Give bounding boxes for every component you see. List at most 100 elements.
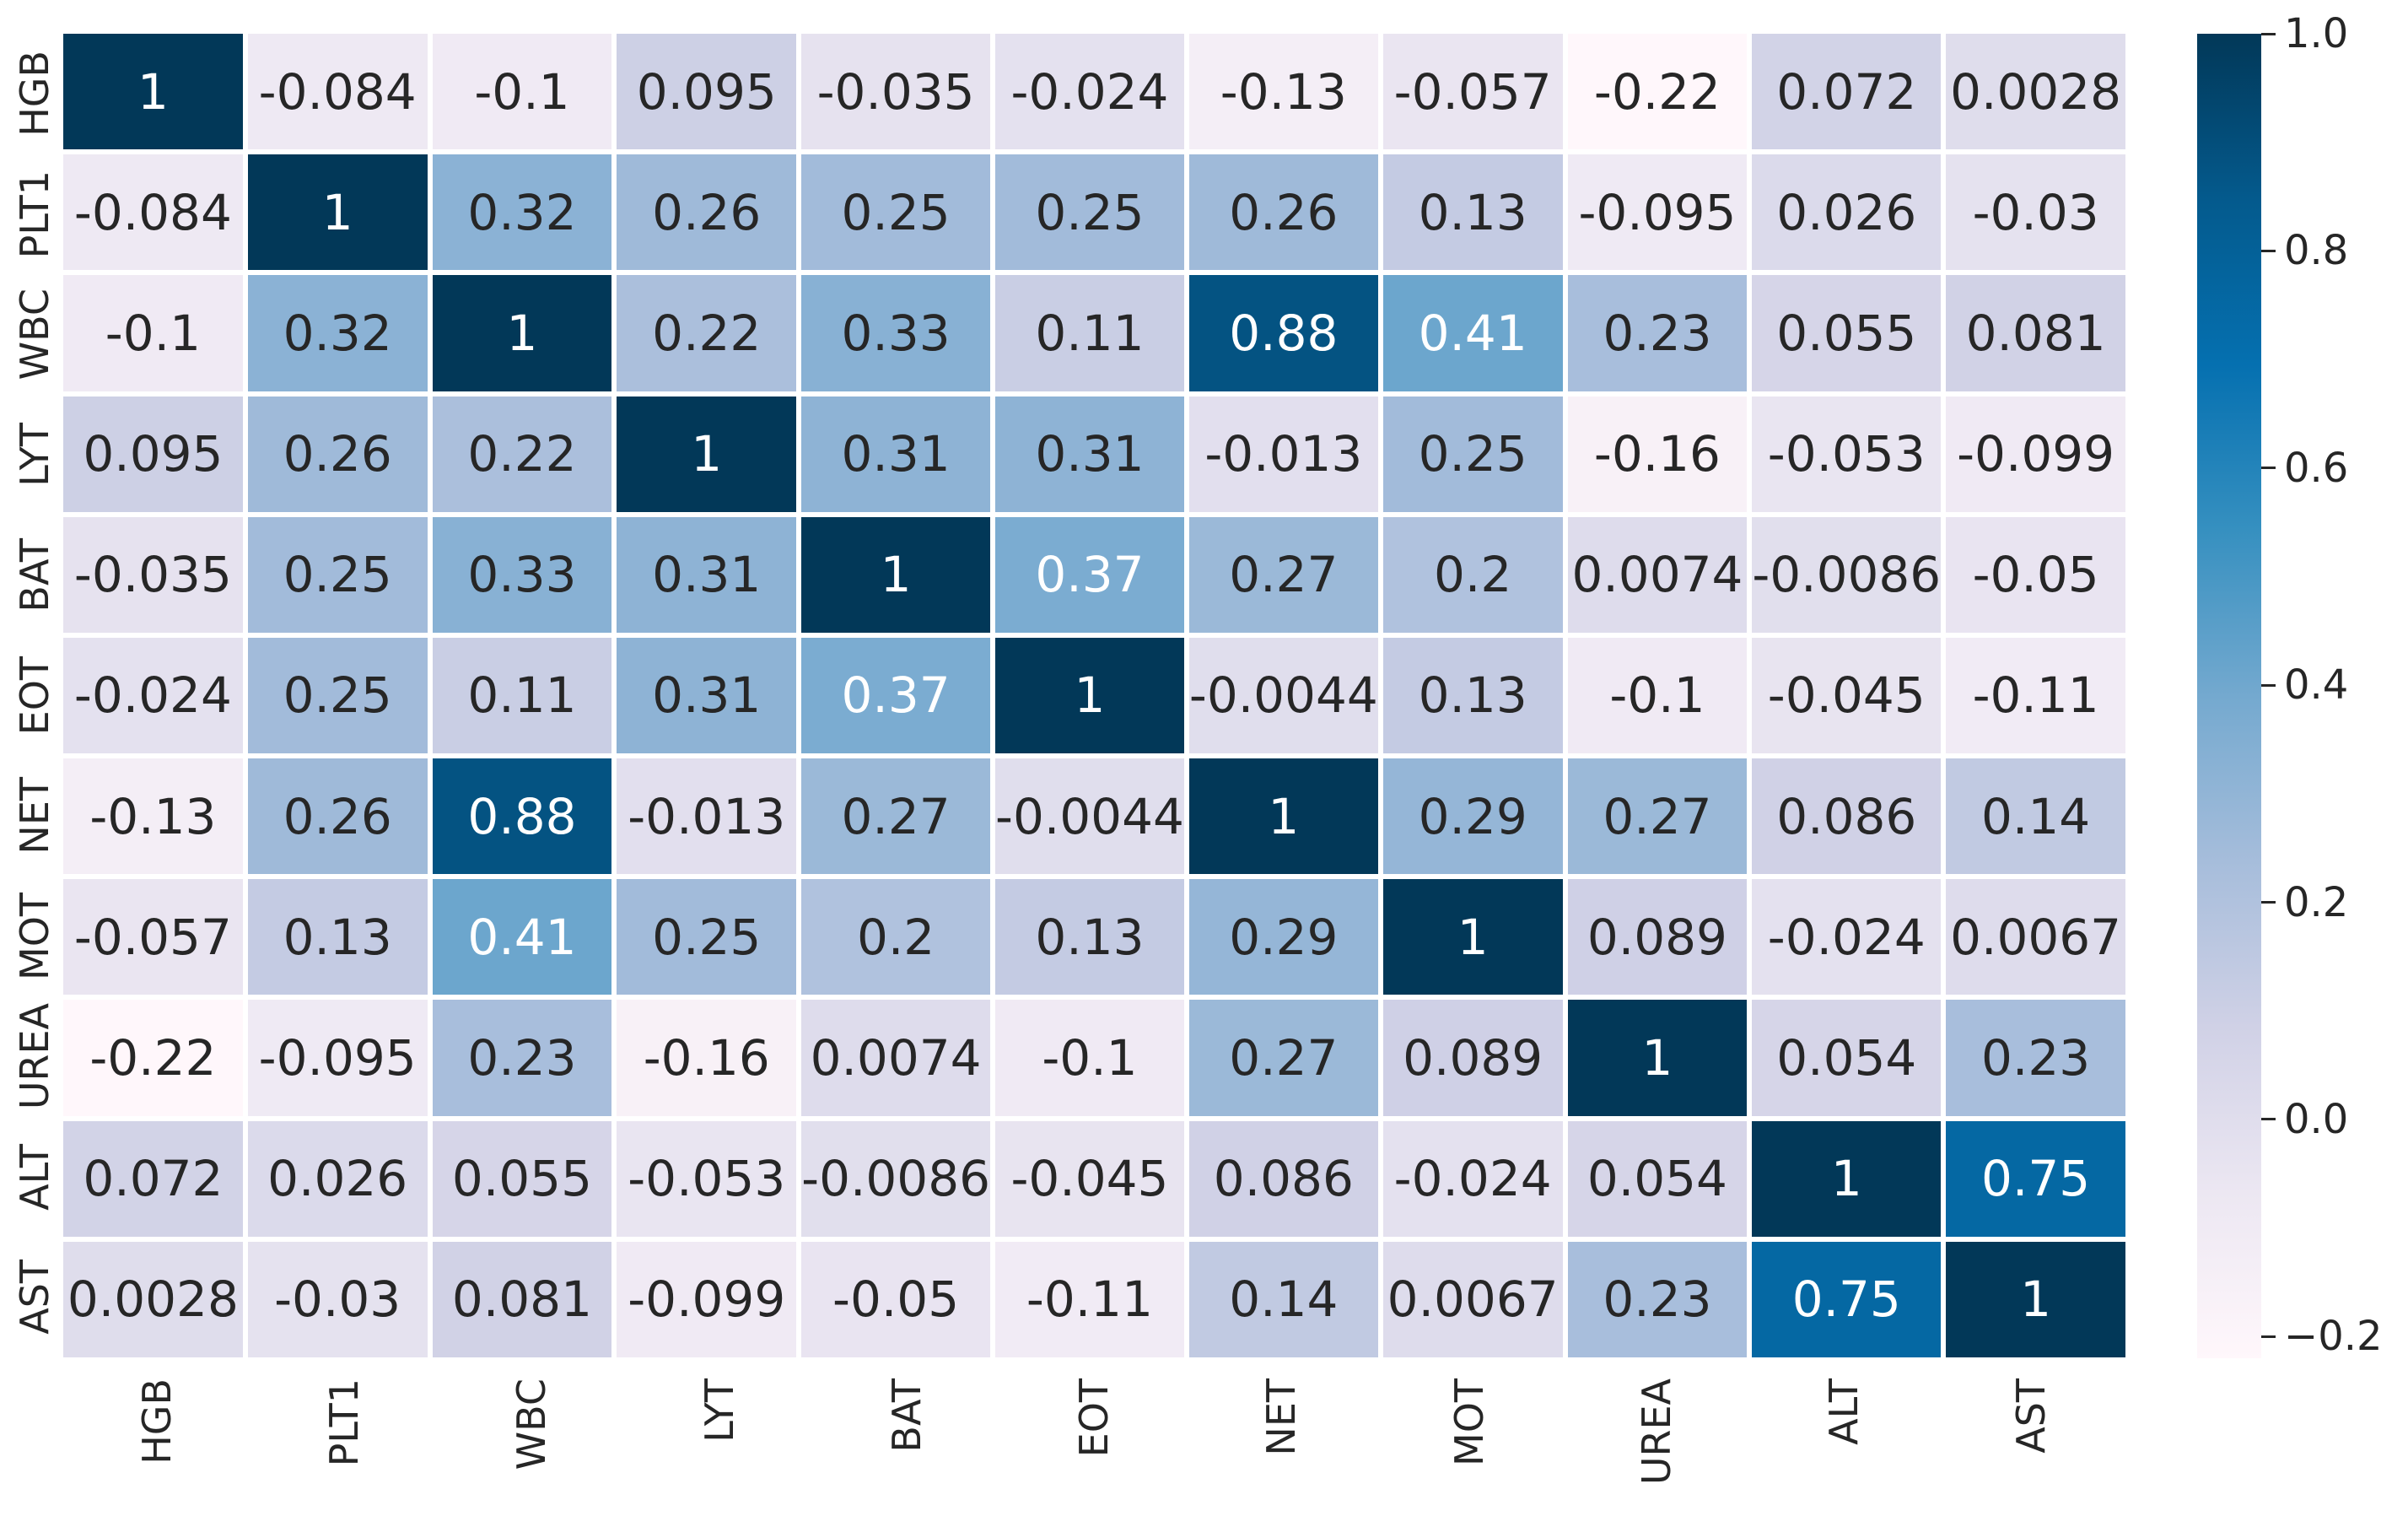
x-tick-label-text: LYT xyxy=(696,1378,742,1443)
colorbar-tick-label: −0.2 xyxy=(2284,1313,2383,1361)
heatmap-cell-HGB-PLT1: -0.084 xyxy=(247,34,428,150)
heatmap-cell-HGB-NET: -0.13 xyxy=(1188,34,1378,150)
x-tick-label-text: WBC xyxy=(509,1378,555,1470)
heatmap-cell-WBC-UREA: 0.23 xyxy=(1567,275,1748,391)
y-tick-label-text: UREA xyxy=(12,1003,58,1110)
heatmap-cell-PLT1-HGB: -0.084 xyxy=(63,154,243,271)
heatmap-cell-HGB-MOT: -0.057 xyxy=(1382,34,1563,150)
heatmap-cell-ALT-MOT: -0.024 xyxy=(1382,1120,1563,1237)
y-tick-label-HGB: HGB xyxy=(0,34,57,154)
x-tick-label-HGB: HGB xyxy=(63,1378,250,1516)
heatmap-cell-WBC-MOT: 0.41 xyxy=(1382,275,1563,391)
x-tick-label-NET: NET xyxy=(1188,1378,1376,1516)
heatmap-cell-AST-NET: 0.14 xyxy=(1188,1241,1378,1357)
heatmap-cell-AST-LYT: -0.099 xyxy=(617,1241,797,1357)
x-tick-label-LYT: LYT xyxy=(626,1378,813,1516)
heatmap-cell-BAT-UREA: 0.0074 xyxy=(1567,516,1748,633)
heatmap-cell-MOT-HGB: -0.057 xyxy=(63,879,243,995)
colorbar-tick-label: 0.6 xyxy=(2284,444,2349,492)
heatmap-cell-MOT-MOT: 1 xyxy=(1382,879,1563,995)
heatmap-cell-EOT-WBC: 0.11 xyxy=(432,637,612,754)
heatmap-cell-AST-BAT: -0.05 xyxy=(801,1241,991,1357)
y-tick-label-AST: AST xyxy=(0,1237,57,1357)
heatmap-cell-HGB-HGB: 1 xyxy=(63,34,243,150)
heatmap-cell-NET-NET: 1 xyxy=(1188,758,1378,875)
heatmap-cell-NET-ALT: 0.086 xyxy=(1752,758,1942,875)
heatmap-cell-WBC-EOT: 0.11 xyxy=(995,275,1184,391)
x-tick-label-text: PLT1 xyxy=(321,1378,367,1467)
x-tick-label-UREA: UREA xyxy=(1563,1378,1750,1516)
y-tick-label-text: NET xyxy=(12,777,58,855)
heatmap-cell-HGB-EOT: -0.024 xyxy=(995,34,1184,150)
heatmap-cell-PLT1-PLT1: 1 xyxy=(247,154,428,271)
x-tick-label-text: NET xyxy=(1258,1378,1305,1456)
heatmap-cell-ALT-PLT1: 0.026 xyxy=(247,1120,428,1237)
heatmap-cell-EOT-NET: -0.0044 xyxy=(1188,637,1378,754)
heatmap-cell-NET-AST: 0.14 xyxy=(1946,758,2125,875)
colorbar-tick-label: 0.4 xyxy=(2284,661,2349,709)
x-tick-label-PLT1: PLT1 xyxy=(250,1378,438,1516)
colorbar-tick-mark xyxy=(2261,683,2276,687)
heatmap-cell-AST-EOT: -0.11 xyxy=(995,1241,1184,1357)
y-tick-label-UREA: UREA xyxy=(0,996,57,1117)
heatmap-cell-EOT-MOT: 0.13 xyxy=(1382,637,1563,754)
heatmap-cell-LYT-EOT: 0.31 xyxy=(995,396,1184,512)
y-tick-label-text: BAT xyxy=(12,538,58,612)
y-tick-label-text: LYT xyxy=(12,423,58,488)
heatmap-cell-NET-PLT1: 0.26 xyxy=(247,758,428,875)
heatmap-cell-UREA-UREA: 1 xyxy=(1567,1000,1748,1116)
heatmap-cell-EOT-HGB: -0.024 xyxy=(63,637,243,754)
heatmap-cell-PLT1-NET: 0.26 xyxy=(1188,154,1378,271)
colorbar-gradient xyxy=(2197,34,2261,1358)
heatmap-cell-PLT1-MOT: 0.13 xyxy=(1382,154,1563,271)
heatmap-cell-NET-HGB: -0.13 xyxy=(63,758,243,875)
y-tick-label-ALT: ALT xyxy=(0,1117,57,1238)
heatmap-cell-BAT-PLT1: 0.25 xyxy=(247,516,428,633)
colorbar-tick-label: 0.2 xyxy=(2284,878,2349,926)
heatmap-cell-ALT-EOT: -0.045 xyxy=(995,1120,1184,1237)
heatmap-cell-PLT1-UREA: -0.095 xyxy=(1567,154,1748,271)
heatmap-cell-AST-UREA: 0.23 xyxy=(1567,1241,1748,1357)
heatmap-cell-LYT-PLT1: 0.26 xyxy=(247,396,428,512)
heatmap-cell-PLT1-AST: -0.03 xyxy=(1946,154,2125,271)
heatmap-cell-HGB-ALT: 0.072 xyxy=(1752,34,1942,150)
heatmap-cell-EOT-EOT: 1 xyxy=(995,637,1184,754)
heatmap-cell-ALT-AST: 0.75 xyxy=(1946,1120,2125,1237)
heatmap-cell-HGB-AST: 0.0028 xyxy=(1946,34,2125,150)
colorbar-tick-mark xyxy=(2261,32,2276,35)
heatmap-cell-MOT-UREA: 0.089 xyxy=(1567,879,1748,995)
y-tick-label-WBC: WBC xyxy=(0,274,57,395)
heatmap-cell-LYT-ALT: -0.053 xyxy=(1752,396,1942,512)
colorbar-tick-mark xyxy=(2261,901,2276,904)
y-tick-label-LYT: LYT xyxy=(0,395,57,515)
heatmap-cell-EOT-AST: -0.11 xyxy=(1946,637,2125,754)
heatmap-cell-HGB-BAT: -0.035 xyxy=(801,34,991,150)
heatmap-cell-PLT1-WBC: 0.32 xyxy=(432,154,612,271)
x-tick-label-EOT: EOT xyxy=(1000,1378,1188,1516)
heatmap-cell-WBC-PLT1: 0.32 xyxy=(247,275,428,391)
heatmap-cell-EOT-BAT: 0.37 xyxy=(801,637,991,754)
heatmap-cell-EOT-LYT: 0.31 xyxy=(617,637,797,754)
colorbar-tick-label: 0.0 xyxy=(2284,1095,2349,1143)
heatmap-cell-BAT-AST: -0.05 xyxy=(1946,516,2125,633)
x-tick-label-BAT: BAT xyxy=(813,1378,1000,1516)
heatmap-cell-BAT-WBC: 0.33 xyxy=(432,516,612,633)
colorbar-tick-mark xyxy=(2261,1335,2276,1338)
heatmap-cell-ALT-NET: 0.086 xyxy=(1188,1120,1378,1237)
heatmap-cell-MOT-BAT: 0.2 xyxy=(801,879,991,995)
colorbar-tick-mark xyxy=(2261,249,2276,252)
y-tick-label-text: PLT1 xyxy=(12,170,58,259)
heatmap-cell-AST-WBC: 0.081 xyxy=(432,1241,612,1357)
heatmap-cell-NET-LYT: -0.013 xyxy=(617,758,797,875)
heatmap-cell-UREA-MOT: 0.089 xyxy=(1382,1000,1563,1116)
heatmap-cell-ALT-UREA: 0.054 xyxy=(1567,1120,1748,1237)
x-tick-label-ALT: ALT xyxy=(1750,1378,1937,1516)
heatmap-cell-UREA-PLT1: -0.095 xyxy=(247,1000,428,1116)
heatmap-cell-LYT-BAT: 0.31 xyxy=(801,396,991,512)
heatmap-cell-ALT-BAT: -0.0086 xyxy=(801,1120,991,1237)
heatmap-cell-NET-WBC: 0.88 xyxy=(432,758,612,875)
heatmap-cell-LYT-WBC: 0.22 xyxy=(432,396,612,512)
heatmap-cell-UREA-WBC: 0.23 xyxy=(432,1000,612,1116)
heatmap-cell-MOT-AST: 0.0067 xyxy=(1946,879,2125,995)
heatmap-cell-LYT-LYT: 1 xyxy=(617,396,797,512)
